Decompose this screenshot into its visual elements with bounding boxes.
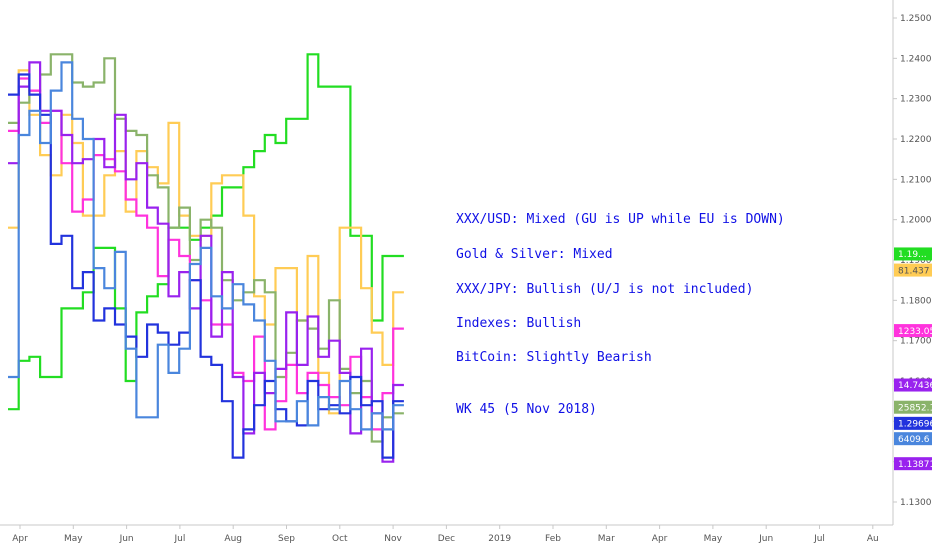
y-tick-label: 1.25000 bbox=[900, 14, 932, 24]
y-tick-label: 1.17000 bbox=[900, 337, 932, 347]
series-line-4 bbox=[8, 77, 404, 431]
x-tick-label: Apr bbox=[652, 534, 668, 544]
series-line-7 bbox=[8, 61, 404, 431]
time-axis[interactable]: Apr May Jun Jul Aug Sep Oct Nov Dec 2019 Feb Mar Apr… bbox=[12, 525, 879, 544]
x-tick-label: Nov bbox=[384, 534, 402, 544]
note-line: Gold & Silver: Mixed bbox=[456, 247, 613, 262]
svg-text:81.437: 81.437 bbox=[898, 266, 930, 276]
svg-text:6409.6: 6409.6 bbox=[898, 435, 930, 445]
note-line: Indexes: Bullish bbox=[456, 316, 581, 331]
price-badge: 1.19... bbox=[894, 247, 932, 261]
y-tick-label: 1.24000 bbox=[900, 54, 932, 64]
x-tick-label: Apr bbox=[12, 534, 28, 544]
x-tick-label: Jun bbox=[758, 534, 773, 544]
price-badge: 1233.050 bbox=[894, 324, 932, 338]
series-line-5 bbox=[8, 61, 404, 463]
y-tick-label: 1.21000 bbox=[900, 175, 932, 185]
y-tick-label: 1.22000 bbox=[900, 135, 932, 145]
svg-text:25852.1: 25852.1 bbox=[898, 403, 932, 413]
x-tick-label: May bbox=[704, 534, 723, 544]
svg-text:14.74362: 14.74362 bbox=[898, 381, 932, 391]
price-lines bbox=[8, 53, 404, 463]
svg-text:1.29696: 1.29696 bbox=[898, 420, 932, 430]
y-tick-label: 1.23000 bbox=[900, 95, 932, 105]
price-badges: 1.19... 81.437 1233.050 14.74362 25852.1 1.29… bbox=[894, 247, 932, 471]
svg-text:1233.050: 1233.050 bbox=[898, 327, 932, 337]
x-tick-label: Oct bbox=[332, 534, 348, 544]
series-line-6 bbox=[8, 73, 404, 459]
note-line: XXX/USD: Mixed (GU is UP while EU is DOW… bbox=[456, 212, 785, 227]
x-tick-label: Jul bbox=[813, 534, 825, 544]
x-tick-label: Jun bbox=[119, 534, 134, 544]
x-tick-label: May bbox=[64, 534, 83, 544]
svg-text:1.19...: 1.19... bbox=[898, 250, 927, 260]
x-tick-label: Au bbox=[867, 534, 879, 544]
svg-text:1.13871: 1.13871 bbox=[898, 460, 932, 470]
y-tick-label: 1.19000 bbox=[900, 256, 932, 266]
x-tick-label: Dec bbox=[438, 534, 455, 544]
x-tick-label: Jul bbox=[173, 534, 185, 544]
price-badge: 1.29696 bbox=[894, 416, 932, 430]
price-badge: 14.74362 bbox=[894, 378, 932, 392]
y-tick-label: 1.13000 bbox=[900, 498, 932, 508]
price-badge: 1.13871 bbox=[894, 457, 932, 471]
note-line: BitCoin: Slightly Bearish bbox=[456, 350, 652, 365]
y-tick-label: 1.18000 bbox=[900, 296, 932, 306]
series-line-3 bbox=[8, 53, 404, 443]
note-line: XXX/JPY: Bullish (U/J is not included) bbox=[456, 282, 753, 297]
x-tick-label: 2019 bbox=[488, 534, 511, 544]
note-line: WK 45 (5 Nov 2018) bbox=[456, 402, 597, 417]
series-line-2 bbox=[8, 69, 404, 415]
price-badge: 6409.6 bbox=[894, 432, 932, 446]
x-tick-label: Aug bbox=[224, 534, 242, 544]
price-badge: 25852.1 bbox=[894, 400, 932, 414]
price-badge: 81.437 bbox=[894, 263, 932, 277]
x-tick-label: Feb bbox=[545, 534, 561, 544]
x-tick-label: Mar bbox=[598, 534, 615, 544]
x-tick-label: Sep bbox=[278, 534, 295, 544]
annotation-notes: XXX/USD: Mixed (GU is UP while EU is DOW… bbox=[456, 212, 785, 417]
y-tick-label: 1.20000 bbox=[900, 216, 932, 226]
